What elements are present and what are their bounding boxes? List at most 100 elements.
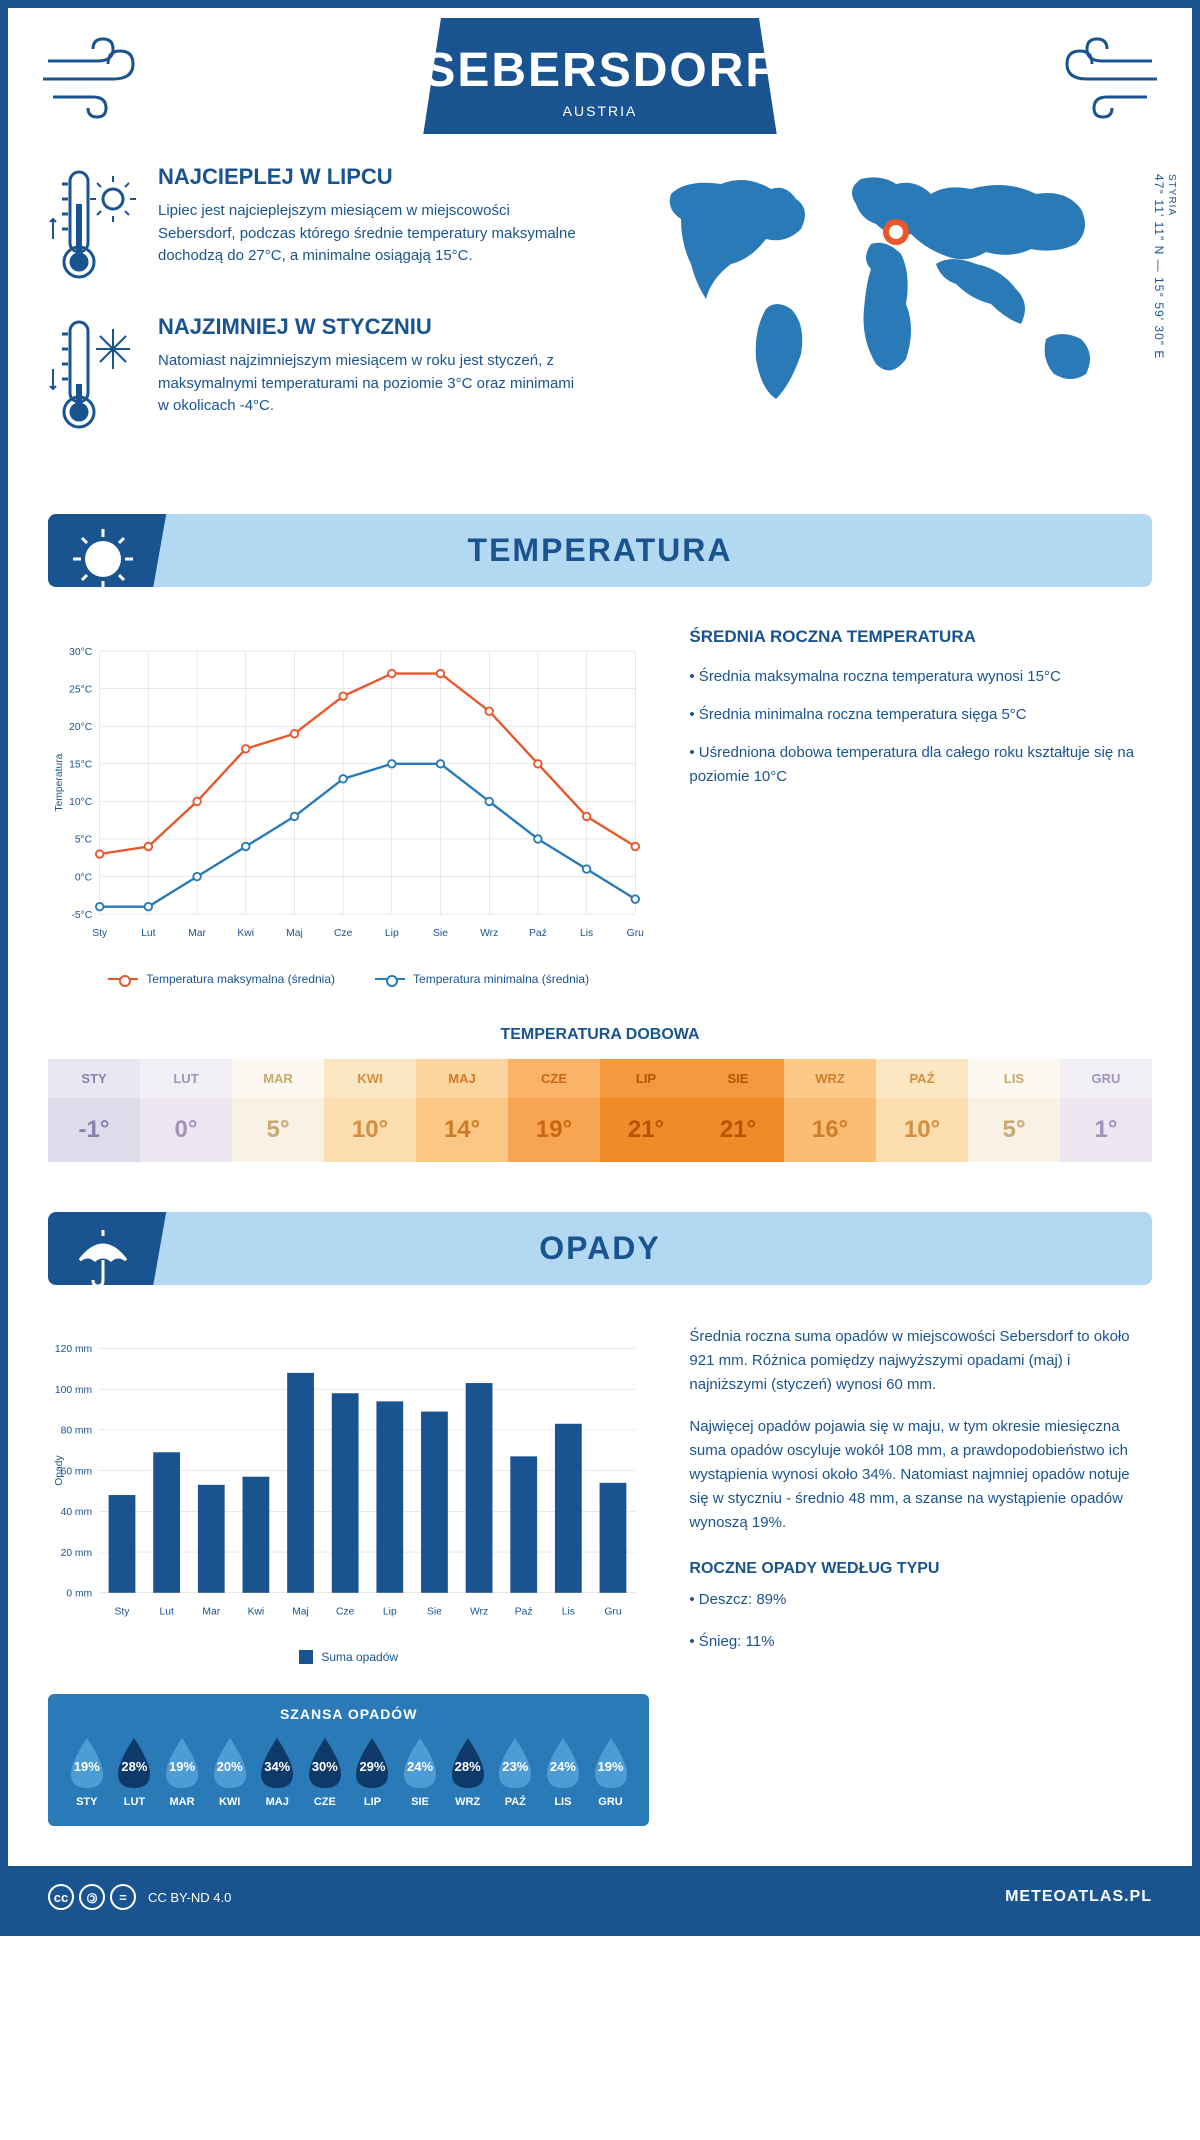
svg-text:40 mm: 40 mm bbox=[61, 1507, 93, 1518]
svg-text:Kwi: Kwi bbox=[237, 928, 254, 939]
svg-text:Mar: Mar bbox=[202, 1606, 220, 1617]
svg-text:Temperatura: Temperatura bbox=[54, 753, 65, 811]
svg-text:Kwi: Kwi bbox=[248, 1606, 265, 1617]
precip-legend-label: Suma opadów bbox=[321, 1650, 398, 1664]
svg-text:Cze: Cze bbox=[334, 928, 353, 939]
daily-temp-cell: LUT0° bbox=[140, 1059, 232, 1162]
svg-text:Gru: Gru bbox=[604, 1606, 621, 1617]
rain-chance-heading: SZANSA OPADÓW bbox=[63, 1706, 634, 1722]
daily-temp-cell: LIS5° bbox=[968, 1059, 1060, 1162]
daily-temp-heading: TEMPERATURA DOBOWA bbox=[48, 1026, 1152, 1044]
svg-text:Paź: Paź bbox=[515, 1606, 533, 1617]
cold-title: NAJZIMNIEJ W STYCZNIU bbox=[158, 314, 580, 340]
legend-item: .legend-swatch[style*="#e8572a"]::after{… bbox=[108, 972, 335, 986]
svg-text:0°C: 0°C bbox=[75, 872, 93, 883]
daily-temp-table: STY-1°LUT0°MAR5°KWI10°MAJ14°CZE19°LIP21°… bbox=[48, 1059, 1152, 1162]
daily-temp-cell: GRU1° bbox=[1060, 1059, 1152, 1162]
wind-icon-left bbox=[38, 31, 158, 121]
daily-temp-cell: KWI10° bbox=[324, 1059, 416, 1162]
temperature-banner: TEMPERATURA bbox=[48, 514, 1152, 587]
hot-text: Lipiec jest najcieplejszym miesiącem w m… bbox=[158, 200, 580, 268]
svg-text:Paź: Paź bbox=[529, 928, 547, 939]
rain-drop-cell: 19%GRU bbox=[587, 1734, 635, 1808]
svg-text:30°C: 30°C bbox=[69, 647, 93, 658]
temp-chart-legend: .legend-swatch[style*="#e8572a"]::after{… bbox=[48, 972, 649, 986]
daily-temp-cell: MAR5° bbox=[232, 1059, 324, 1162]
daily-temp-cell: LIP21° bbox=[600, 1059, 692, 1162]
svg-text:25°C: 25°C bbox=[69, 684, 93, 695]
svg-text:0 mm: 0 mm bbox=[66, 1589, 92, 1600]
svg-text:Lut: Lut bbox=[141, 928, 155, 939]
precip-heading: OPADY bbox=[48, 1230, 1152, 1267]
thermometer-hot-icon bbox=[48, 164, 138, 284]
svg-text:Cze: Cze bbox=[336, 1606, 355, 1617]
svg-text:Mar: Mar bbox=[188, 928, 206, 939]
daily-temp-cell: PAŹ10° bbox=[876, 1059, 968, 1162]
by-icon: 🄯 bbox=[79, 1884, 105, 1910]
nd-icon: = bbox=[110, 1884, 136, 1910]
temp-info-bullet: • Średnia maksymalna roczna temperatura … bbox=[689, 665, 1152, 689]
rain-drop-cell: 24%LIS bbox=[539, 1734, 587, 1808]
world-map bbox=[620, 164, 1152, 424]
svg-text:Wrz: Wrz bbox=[480, 928, 498, 939]
precip-type-bullet: • Śnieg: 11% bbox=[689, 1630, 1152, 1654]
thermometer-cold-icon bbox=[48, 314, 138, 434]
svg-text:Sie: Sie bbox=[427, 1606, 442, 1617]
svg-text:Maj: Maj bbox=[286, 928, 303, 939]
rain-drop-cell: 24%SIE bbox=[396, 1734, 444, 1808]
svg-text:Sty: Sty bbox=[115, 1606, 131, 1617]
precip-type-heading: ROCZNE OPADY WEDŁUG TYPU bbox=[689, 1560, 1152, 1578]
svg-text:100 mm: 100 mm bbox=[55, 1385, 92, 1396]
rain-drop-cell: 29%LIP bbox=[349, 1734, 397, 1808]
precip-type-bullet: • Deszcz: 89% bbox=[689, 1588, 1152, 1612]
wind-icon-right bbox=[1042, 31, 1162, 121]
daily-temp-cell: STY-1° bbox=[48, 1059, 140, 1162]
daily-temp-cell: MAJ14° bbox=[416, 1059, 508, 1162]
region-label: STYRIA bbox=[1166, 174, 1177, 351]
brand-text: METEOATLAS.PL bbox=[1005, 1888, 1152, 1906]
header-banner: SEBERSDORF AUSTRIA bbox=[423, 18, 776, 134]
rain-drop-cell: 19%STY bbox=[63, 1734, 111, 1808]
svg-text:Lis: Lis bbox=[562, 1606, 575, 1617]
temp-info-bullet: • Średnia minimalna roczna temperatura s… bbox=[689, 703, 1152, 727]
map-marker bbox=[886, 222, 906, 242]
svg-text:Lut: Lut bbox=[159, 1606, 173, 1617]
city-title: SEBERSDORF bbox=[423, 43, 776, 98]
svg-text:Sty: Sty bbox=[92, 928, 108, 939]
country-subtitle: AUSTRIA bbox=[423, 103, 776, 119]
rain-drop-cell: 19%MAR bbox=[158, 1734, 206, 1808]
cc-icon: cc bbox=[48, 1884, 74, 1910]
svg-text:5°C: 5°C bbox=[75, 835, 93, 846]
svg-text:10°C: 10°C bbox=[69, 797, 93, 808]
hot-info-block: NAJCIEPLEJ W LIPCU Lipiec jest najcieple… bbox=[48, 164, 580, 284]
hot-title: NAJCIEPLEJ W LIPCU bbox=[158, 164, 580, 190]
svg-text:Lis: Lis bbox=[580, 928, 593, 939]
svg-text:15°C: 15°C bbox=[69, 760, 93, 771]
rain-drop-cell: 20%KWI bbox=[206, 1734, 254, 1808]
rain-drop-cell: 30%CZE bbox=[301, 1734, 349, 1808]
rain-drop-cell: 34%MAJ bbox=[253, 1734, 301, 1808]
temp-info-bullet: • Uśredniona dobowa temperatura dla całe… bbox=[689, 741, 1152, 789]
svg-text:80 mm: 80 mm bbox=[61, 1426, 93, 1437]
coordinates: STYRIA 47° 11' 11" N — 15° 59' 30" E bbox=[1152, 174, 1177, 359]
svg-text:Maj: Maj bbox=[292, 1606, 309, 1617]
rain-drop-cell: 28%WRZ bbox=[444, 1734, 492, 1808]
cold-info-block: NAJZIMNIEJ W STYCZNIU Natomiast najzimni… bbox=[48, 314, 580, 434]
svg-text:20°C: 20°C bbox=[69, 722, 93, 733]
svg-text:-5°C: -5°C bbox=[71, 910, 92, 921]
cc-icons: cc 🄯 = bbox=[48, 1884, 136, 1910]
daily-temp-cell: WRZ16° bbox=[784, 1059, 876, 1162]
svg-text:Gru: Gru bbox=[627, 928, 644, 939]
footer: cc 🄯 = CC BY-ND 4.0 METEOATLAS.PL bbox=[8, 1866, 1192, 1928]
cold-text: Natomiast najzimniejszym miesiącem w rok… bbox=[158, 350, 580, 418]
rain-drop-cell: 28%LUT bbox=[111, 1734, 159, 1808]
daily-temp-cell: SIE21° bbox=[692, 1059, 784, 1162]
rain-chance-panel: SZANSA OPADÓW 19%STY28%LUT19%MAR20%KWI34… bbox=[48, 1694, 649, 1826]
license-text: CC BY-ND 4.0 bbox=[148, 1890, 231, 1905]
daily-temp-cell: CZE19° bbox=[508, 1059, 600, 1162]
coords-value: 47° 11' 11" N — 15° 59' 30" E bbox=[1152, 174, 1166, 359]
umbrella-banner-icon bbox=[48, 1212, 168, 1285]
legend-item: .legend-swatch[style*="#2a7ab8"]::after{… bbox=[375, 972, 589, 986]
svg-text:Lip: Lip bbox=[383, 1606, 397, 1617]
precip-para-1: Średnia roczna suma opadów w miejscowośc… bbox=[689, 1325, 1152, 1397]
